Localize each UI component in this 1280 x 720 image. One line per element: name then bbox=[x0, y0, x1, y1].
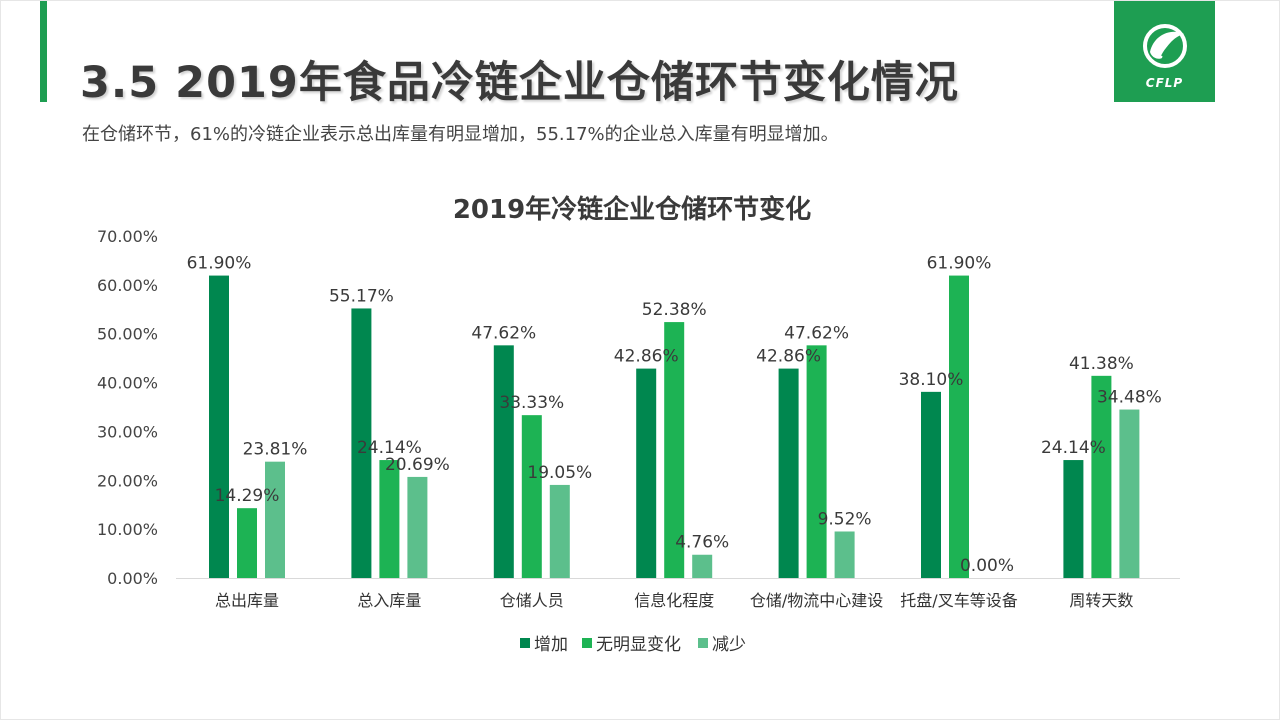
y-tick-label: 50.00% bbox=[97, 325, 158, 344]
bar-4-series-1 bbox=[636, 368, 657, 578]
data-label: 42.86% bbox=[756, 347, 821, 367]
bar-5-series-1 bbox=[778, 368, 799, 578]
category-label: 仓储/物流中心建设 bbox=[750, 591, 883, 610]
category-label: 托盘/叉车等设备 bbox=[900, 591, 1017, 610]
data-label: 47.62% bbox=[471, 323, 536, 343]
chart-title: 2019年冷链企业仓储环节变化 bbox=[453, 194, 811, 225]
y-tick-label: 60.00% bbox=[97, 276, 158, 295]
data-label: 19.05% bbox=[527, 463, 592, 483]
bar-2-series-2 bbox=[379, 460, 400, 578]
data-label: 9.52% bbox=[818, 509, 872, 529]
logo: CFLP bbox=[1114, 0, 1215, 102]
bar-5-series-3 bbox=[834, 531, 855, 578]
bar-3-series-2 bbox=[521, 415, 542, 578]
bar-6-series-1 bbox=[921, 391, 941, 578]
data-label: 52.38% bbox=[642, 300, 707, 320]
data-label: 24.14% bbox=[357, 438, 422, 458]
data-label: 24.14% bbox=[1041, 438, 1106, 458]
y-tick-label: 20.00% bbox=[97, 471, 158, 490]
data-label: 34.48% bbox=[1097, 388, 1162, 408]
bar-5-series-2 bbox=[806, 345, 827, 578]
y-tick-label: 0.00% bbox=[107, 569, 158, 588]
data-label: 61.90% bbox=[927, 254, 992, 274]
category-label: 仓储人员 bbox=[500, 591, 564, 610]
bar-3-series-1 bbox=[493, 345, 514, 578]
bar-1-series-2 bbox=[237, 508, 257, 578]
data-label: 23.81% bbox=[243, 440, 308, 460]
bar-1-series-3 bbox=[265, 461, 285, 578]
data-label: 42.86% bbox=[614, 347, 679, 367]
legend-swatch bbox=[520, 638, 530, 648]
bar-1-series-1 bbox=[209, 275, 229, 578]
data-label: 14.29% bbox=[215, 486, 280, 506]
data-label: 47.62% bbox=[784, 323, 849, 343]
legend-label: 无明显变化 bbox=[596, 635, 681, 655]
globe-leaf-icon bbox=[1143, 24, 1187, 68]
data-label: 4.76% bbox=[675, 533, 729, 553]
category-label: 总出库量 bbox=[215, 591, 279, 610]
category-label: 总入库量 bbox=[357, 591, 421, 610]
legend-label: 增加 bbox=[534, 635, 568, 655]
page-title: 3.5 2019年食品冷链企业仓储环节变化情况 bbox=[80, 58, 959, 108]
y-tick-label: 40.00% bbox=[97, 374, 158, 393]
data-label: 41.38% bbox=[1069, 354, 1134, 374]
y-tick-label: 10.00% bbox=[97, 520, 158, 539]
bar-2-series-3 bbox=[407, 476, 428, 578]
bar-6-series-2 bbox=[949, 275, 969, 578]
category-label: 信息化程度 bbox=[634, 591, 714, 610]
bar-2-series-1 bbox=[351, 308, 372, 578]
data-label: 33.33% bbox=[499, 393, 564, 413]
legend-swatch bbox=[698, 638, 708, 648]
data-label: 55.17% bbox=[329, 286, 394, 306]
y-tick-label: 70.00% bbox=[97, 227, 158, 246]
bar-4-series-2 bbox=[664, 322, 685, 578]
data-label: 61.90% bbox=[187, 254, 252, 274]
data-label: 0.00% bbox=[960, 556, 1014, 576]
bar-3-series-3 bbox=[549, 484, 570, 578]
data-label: 20.69% bbox=[385, 455, 450, 475]
category-label: 周转天数 bbox=[1069, 591, 1133, 610]
bar-7-series-1 bbox=[1063, 460, 1084, 578]
title-accent-bar bbox=[40, 0, 47, 102]
legend-label: 减少 bbox=[712, 635, 746, 655]
bar-7-series-2 bbox=[1091, 375, 1112, 578]
legend-swatch bbox=[582, 638, 592, 648]
bar-7-series-3 bbox=[1119, 409, 1140, 578]
y-tick-label: 30.00% bbox=[97, 422, 158, 441]
data-label: 38.10% bbox=[899, 370, 964, 390]
logo-text: CFLP bbox=[1145, 76, 1184, 90]
page-subtitle: 在仓储环节，61%的冷链企业表示总出库量有明显增加，55.17%的企业总入库量有… bbox=[82, 124, 839, 145]
bar-4-series-3 bbox=[692, 554, 713, 578]
